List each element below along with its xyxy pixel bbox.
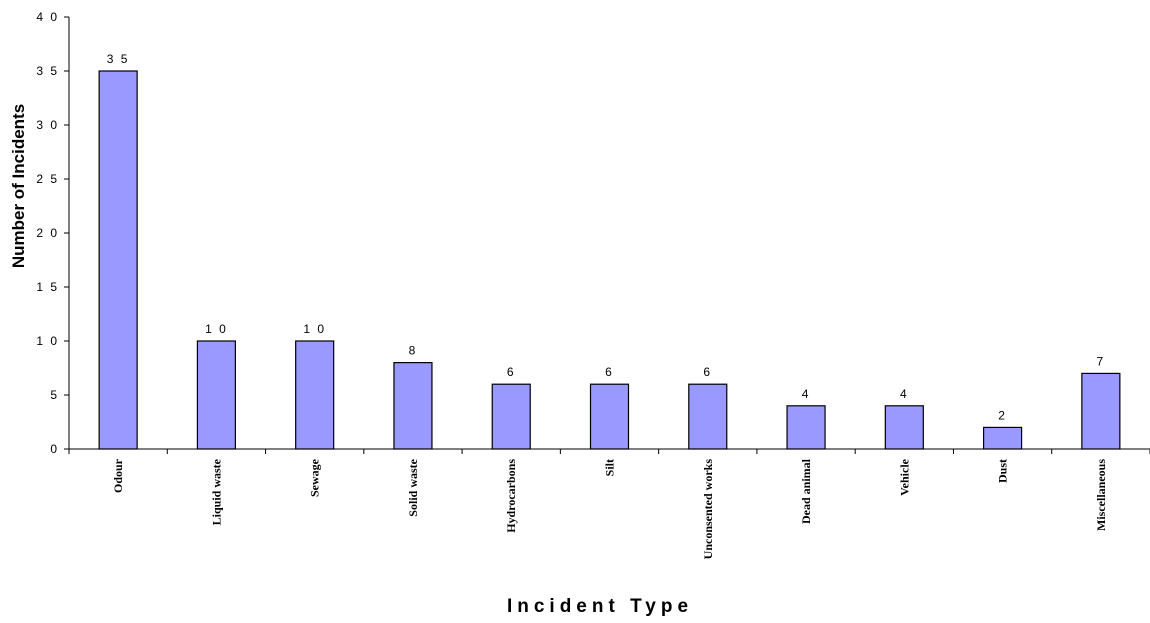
y-axis-ticks: 0 5 1 0 1 5 2 0 2 5 3 0 3 5 4 0 xyxy=(36,10,69,456)
y-tick-label: 1 0 xyxy=(36,334,59,348)
data-label: 8 xyxy=(409,344,418,358)
x-tick-label: Hydrocarbons xyxy=(504,459,518,533)
data-label: 6 xyxy=(703,365,712,379)
x-axis-ticks: Odour Liquid waste Sewage Solid waste Hydroc… xyxy=(68,449,1150,560)
x-tick-label: Dead animal xyxy=(799,458,813,524)
bar xyxy=(884,405,924,450)
x-tick-label: Vehicle xyxy=(897,458,911,496)
data-label: 4 xyxy=(802,387,811,401)
x-tick-label: Dust xyxy=(996,459,1010,483)
bar xyxy=(98,70,138,450)
y-tick-label: 0 xyxy=(50,442,59,456)
bar xyxy=(393,362,433,450)
bar xyxy=(589,383,630,450)
y-tick-label: 3 0 xyxy=(36,118,59,132)
bar xyxy=(196,340,237,450)
data-label: 1 0 xyxy=(205,322,228,336)
data-label: 1 0 xyxy=(303,322,326,336)
y-tick-label: 2 0 xyxy=(36,226,59,240)
bar xyxy=(491,383,531,450)
x-tick-label: Silt xyxy=(603,459,617,476)
x-tick-label: Liquid waste xyxy=(209,458,223,525)
bar xyxy=(1081,372,1121,450)
data-label: 3 5 xyxy=(107,52,130,66)
data-label: 6 xyxy=(507,365,516,379)
data-labels: 3 5 1 0 1 0 8 6 6 6 4 4 2 7 xyxy=(107,52,1106,422)
y-tick-label: 4 0 xyxy=(36,10,59,24)
data-label: 4 xyxy=(900,387,909,401)
data-label: 7 xyxy=(1097,354,1106,368)
data-label: 2 xyxy=(998,408,1007,422)
y-tick-label: 1 5 xyxy=(36,280,59,294)
x-tick-label: Sewage xyxy=(308,458,322,497)
y-tick-label: 2 5 xyxy=(36,172,59,186)
x-tick-label: Solid waste xyxy=(406,458,420,516)
x-tick-label: Miscellaneous xyxy=(1094,459,1108,531)
data-label: 6 xyxy=(605,365,614,379)
bars xyxy=(98,70,1121,450)
bar xyxy=(688,383,728,450)
y-tick-label: 3 5 xyxy=(36,64,59,78)
x-axis-title: Incident Type xyxy=(507,596,693,617)
x-tick-label: Odour xyxy=(111,458,125,493)
y-tick-label: 5 xyxy=(50,388,59,402)
x-tick-label: Unconsented works xyxy=(701,459,715,560)
y-axis-title: Number of Incidents xyxy=(9,104,28,268)
bar xyxy=(295,340,335,450)
bar xyxy=(786,405,826,450)
bar xyxy=(982,426,1023,450)
